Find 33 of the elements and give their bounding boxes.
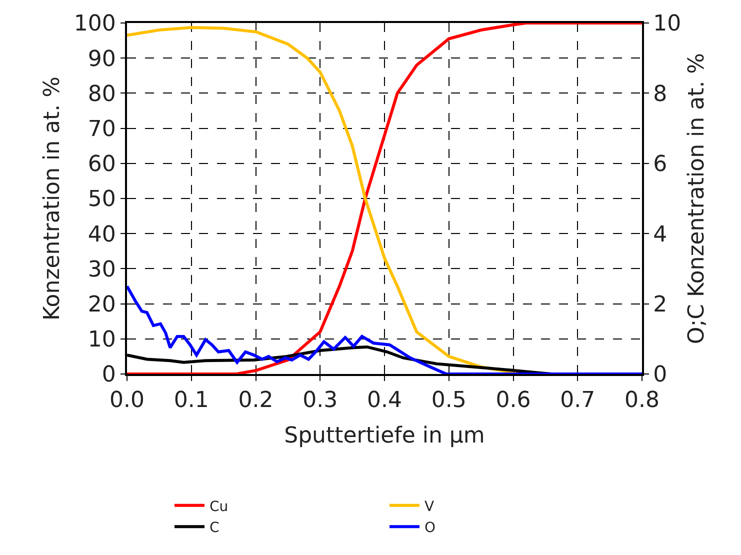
x-tick-label: 0.1 [174,388,209,414]
legend-label: Cu [210,498,228,515]
y-tick-label: 40 [88,222,116,248]
y-tick-label: 20 [88,292,116,318]
y-tick-label: 70 [88,117,116,142]
y-tick-label: 30 [88,257,116,282]
x-tick-label: 0.7 [560,388,596,414]
y2-tick-label: 2 [653,292,668,318]
y-tick-label: 0 [102,362,116,388]
x-tick-label: 0.8 [624,388,660,414]
y-axis-title: Konzentration in at. % [40,76,66,321]
y-tick-label: 50 [88,187,116,212]
x-tick-label: 0.0 [110,388,144,414]
x-tick-label: 0.6 [496,388,531,414]
x-tick-label: 0.2 [238,388,274,414]
legend-label: O [424,520,436,536]
legend-label: V [424,498,434,515]
x-tick-label: 0.4 [367,388,402,414]
y2-tick-label: 8 [653,82,668,107]
y2-tick-label: 6 [653,152,668,178]
x-tick-label: 0.3 [302,388,338,414]
y-tick-label: 90 [88,46,116,72]
y-tick-label: 60 [88,152,116,178]
legend-label: C [210,520,220,536]
x-tick-label: 0.5 [431,388,466,414]
y-tick-label: 80 [88,82,116,107]
y2-axis-title: O;C Konzentration in at. % [684,52,710,344]
y-tick-label: 10 [88,328,116,353]
y2-tick-label: 4 [653,222,668,248]
x-axis-title: Sputtertiefe in µm [284,424,485,449]
y-tick-label: 100 [74,12,116,37]
y2-tick-label: 10 [653,12,682,37]
y2-tick-label: 0 [653,362,668,388]
